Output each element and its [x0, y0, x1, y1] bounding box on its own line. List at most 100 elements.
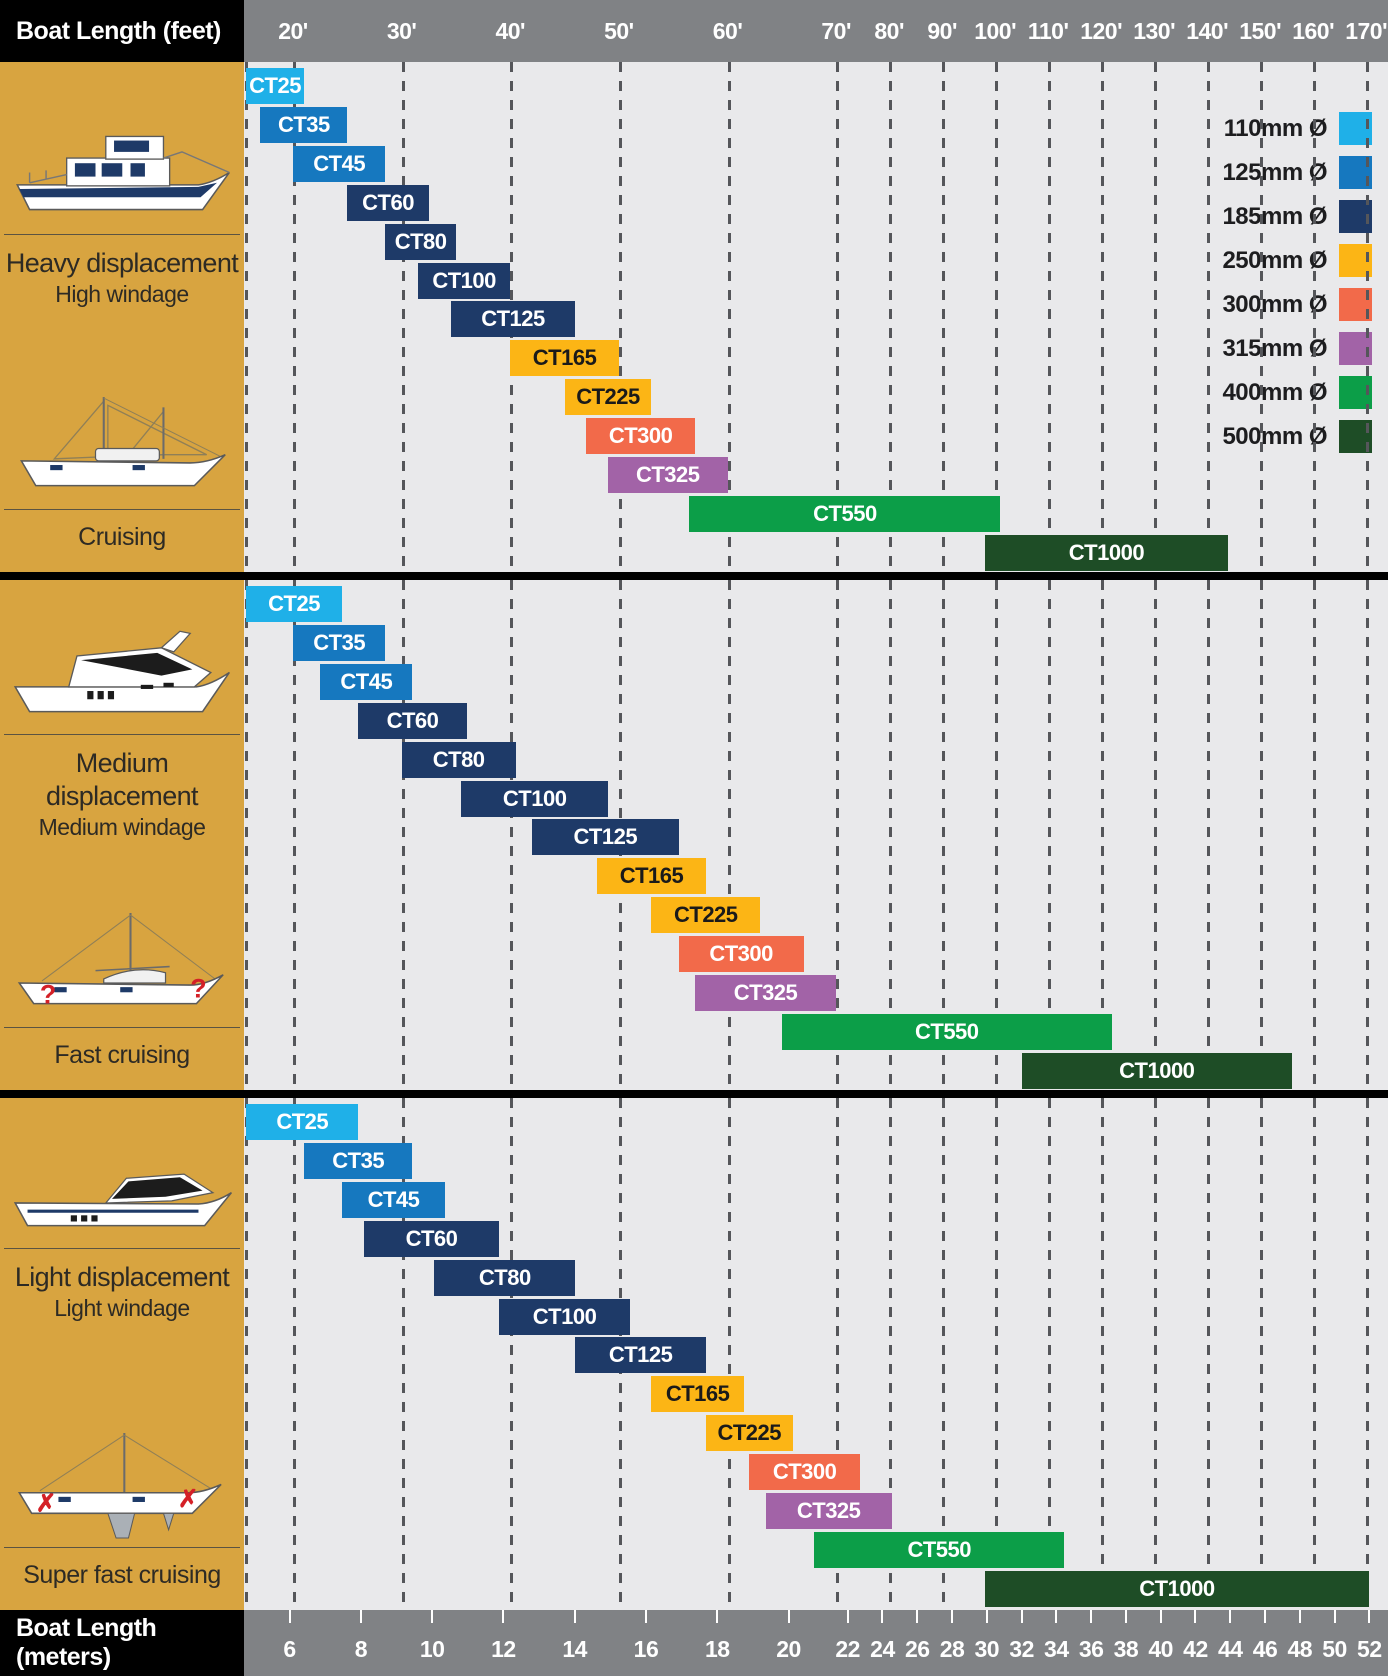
gridline-20ft — [293, 62, 296, 572]
meter-tick-26: 26 — [904, 1636, 930, 1662]
feet-tick-120: 120' — [1080, 18, 1123, 44]
meter-tickmark-50 — [1333, 1610, 1336, 1623]
cruising-sloop-icon: ? ? — [17, 913, 224, 1010]
thruster-position-question-mark: ? — [190, 974, 206, 1004]
sport-cruiser-illustration — [4, 1112, 240, 1249]
gridline-100ft — [995, 580, 999, 1090]
legend-label: 300mm Ø — [1222, 290, 1327, 318]
legend-row-185mm: 185mm Ø — [1222, 200, 1372, 233]
meters-axis-strip: 6 8 10 12 14 16 18 20 22 24 26 28 30 32 34 36 38 40 42 44 46… — [244, 1610, 1388, 1676]
meter-tick-42: 42 — [1183, 1636, 1208, 1662]
bar-ct100-medium: CT100 — [461, 780, 609, 817]
meter-tick-24: 24 — [870, 1636, 895, 1662]
meter-tick-30: 30 — [974, 1636, 1000, 1662]
meter-tick-10: 10 — [419, 1636, 445, 1662]
fast-cruising-label: Fast cruising — [54, 1040, 190, 1069]
meter-tickmark-38 — [1124, 1610, 1127, 1623]
gridline-60ft — [727, 62, 731, 572]
gridline-80ft — [889, 1098, 893, 1610]
displacement-line: Light displacement — [14, 1262, 230, 1292]
gridline-20ft — [293, 580, 296, 1090]
gridline-140ft — [1207, 62, 1211, 572]
gridline-160ft — [1313, 1098, 1317, 1610]
gridline-170ft — [1366, 62, 1370, 572]
meter-tickmark-22 — [846, 1610, 849, 1623]
bar-ct125-heavy: CT125 — [450, 301, 576, 338]
gridline-150ft — [1260, 62, 1264, 572]
meter-tickmark-26 — [916, 1610, 919, 1623]
bar-ct1000-heavy: CT1000 — [984, 534, 1229, 571]
meter-tick-20: 20 — [776, 1636, 801, 1662]
legend-row-250mm: 250mm Ø — [1222, 244, 1372, 277]
gridline-90ft — [942, 62, 946, 572]
gridline-30ft — [401, 1098, 405, 1610]
legend-row-315mm: 315mm Ø — [1222, 332, 1372, 365]
feet-tick-60: 60' — [712, 18, 743, 44]
meter-tickmark-36 — [1090, 1610, 1093, 1623]
feet-axis-title: Boat Length (feet) — [0, 0, 244, 62]
meter-tick-36: 36 — [1078, 1636, 1104, 1662]
sport-cruiser-icon — [13, 1173, 232, 1227]
meter-tickmark-12 — [502, 1610, 505, 1623]
meter-tickmark-48 — [1298, 1610, 1301, 1623]
legend-row-300mm: 300mm Ø — [1222, 288, 1372, 321]
bar-ct125-medium: CT125 — [531, 819, 679, 856]
bar-ct300-light: CT300 — [749, 1454, 860, 1491]
bar-ct550-light: CT550 — [814, 1531, 1065, 1568]
meter-tick-44: 44 — [1217, 1636, 1243, 1662]
bar-ct35-medium: CT35 — [293, 624, 386, 661]
feet-axis-strip: 20' 30' 40' 50' 60' 70' 80' 90' 100' 110' 120' 130'… — [244, 0, 1388, 62]
meter-tick-16: 16 — [633, 1636, 659, 1662]
cruising-sloop-illustration: ? ? — [4, 877, 240, 1028]
gridline-100ft — [995, 1098, 999, 1610]
bar-ct225-heavy: CT225 — [564, 379, 652, 416]
meter-tickmark-40 — [1159, 1610, 1162, 1623]
gridline-90ft — [942, 580, 946, 1090]
meters-axis: Boat Length (meters) 6 8 10 12 14 16 18 20 22 24 2… — [0, 1610, 1388, 1676]
bar-ct300-heavy: CT300 — [586, 418, 695, 455]
feet-axis: Boat Length (feet) 20' 30' 40' 50' 60' 70' 80'… — [0, 0, 1388, 62]
feet-tick-30: 30' — [386, 18, 417, 44]
bar-ct225-light: CT225 — [705, 1415, 793, 1452]
feet-tick-20: 20' — [278, 18, 308, 44]
gridline-30ft — [401, 580, 405, 1090]
meter-tick-52: 52 — [1357, 1636, 1382, 1662]
gridline-130ft — [1154, 62, 1158, 572]
legend-label: 250mm Ø — [1222, 246, 1327, 274]
bar-ct45-medium: CT45 — [320, 663, 413, 700]
meter-tickmark-52 — [1368, 1610, 1371, 1623]
bar-ct550-heavy: CT550 — [689, 495, 1001, 532]
meter-tick-12: 12 — [491, 1636, 516, 1662]
displacement-line: Medium displacement — [46, 748, 198, 811]
thruster-position-question-mark: ? — [40, 980, 56, 1010]
meter-tickmark-10 — [431, 1610, 434, 1623]
bar-ct45-light: CT45 — [341, 1181, 446, 1218]
feet-tick-160: 160' — [1292, 18, 1335, 44]
gridline-110ft — [1048, 1098, 1052, 1610]
meter-tickmark-46 — [1264, 1610, 1267, 1623]
bar-ct45-heavy: CT45 — [293, 145, 386, 182]
gridline-40ft — [510, 1098, 514, 1610]
meter-tick-18: 18 — [704, 1636, 730, 1662]
cruising-label: Cruising — [78, 522, 166, 551]
meter-tickmark-34 — [1055, 1610, 1058, 1623]
bar-ct300-medium: CT300 — [678, 936, 804, 973]
gridline-140ft — [1207, 580, 1211, 1090]
legend-label: 500mm Ø — [1222, 422, 1327, 450]
meter-tickmark-16 — [644, 1610, 647, 1623]
bar-ct100-light: CT100 — [499, 1298, 630, 1335]
bar-ct550-medium: CT550 — [781, 1013, 1112, 1050]
bar-ct25-light: CT25 — [246, 1104, 359, 1140]
legend-label: 315mm Ø — [1222, 334, 1327, 362]
gridline-40ft — [510, 580, 514, 1090]
gridline-170ft — [1366, 1098, 1370, 1610]
trawler-boat-icon — [15, 135, 230, 211]
meter-tick-22: 22 — [835, 1636, 860, 1662]
ketch-sailboat-illustration — [4, 359, 240, 510]
legend-label: 185mm Ø — [1222, 202, 1327, 230]
displacement-line: Heavy displacement — [5, 248, 239, 278]
gridline-130ft — [1154, 1098, 1158, 1610]
section-light-displacement: Light displacement Light windage ✗ ✗ — [0, 1098, 1388, 1610]
meter-tick-46: 46 — [1252, 1636, 1278, 1662]
gridline-150ft — [1260, 580, 1264, 1090]
